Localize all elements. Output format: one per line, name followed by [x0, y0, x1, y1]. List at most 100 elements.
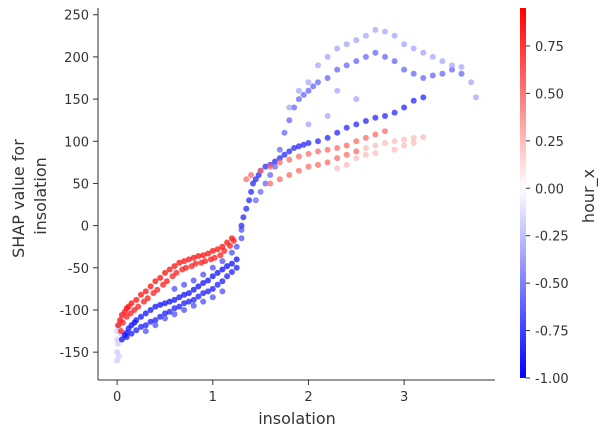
scatter-point	[334, 145, 341, 151]
scatter-point	[248, 172, 255, 178]
scatter-point	[401, 66, 408, 73]
scatter-point	[219, 278, 226, 285]
scatter-point	[429, 53, 436, 60]
scatter-point	[230, 237, 237, 244]
x-axis-ticks: 0 1 2 3	[113, 380, 408, 405]
scatter-point	[382, 53, 388, 60]
scatter-point	[166, 298, 173, 305]
scatter-point	[295, 167, 302, 174]
scatter-point	[315, 138, 321, 145]
scatter-point	[209, 247, 216, 254]
scatter-point	[315, 161, 321, 168]
scatter-point	[202, 258, 209, 265]
scatter-point	[295, 153, 302, 160]
scatter-points	[114, 26, 479, 364]
scatter-point	[211, 254, 218, 261]
colorbar-tick-label: -0.50	[535, 277, 569, 292]
scatter-point	[185, 256, 192, 263]
y-tick-label: 0	[81, 220, 89, 235]
scatter-point	[228, 269, 235, 275]
scatter-point	[200, 280, 207, 286]
scatter-point	[250, 180, 256, 187]
scatter-point	[439, 70, 446, 77]
scatter-point	[115, 340, 122, 347]
scatter-point	[420, 94, 427, 101]
scatter-point	[391, 138, 398, 145]
scatter-point	[128, 300, 135, 307]
scatter-point	[353, 96, 360, 103]
scatter-point	[185, 298, 192, 305]
scatter-point	[324, 53, 331, 60]
scatter-point	[133, 327, 140, 334]
scatter-point	[138, 313, 144, 320]
scatter-point	[243, 205, 250, 212]
scatter-point	[190, 254, 197, 261]
scatter-point	[391, 58, 398, 65]
scatter-point	[190, 302, 197, 309]
scatter-point	[334, 129, 341, 136]
scatter-point	[195, 253, 202, 259]
scatter-point	[190, 277, 197, 284]
scatter-point	[246, 197, 253, 204]
scatter-point	[162, 315, 168, 322]
scatter-point	[118, 328, 124, 335]
scatter-point	[410, 45, 417, 52]
scatter-point	[295, 143, 302, 150]
scatter-point	[166, 308, 173, 315]
scatter-point	[200, 252, 207, 259]
scatter-point	[382, 28, 388, 35]
scatter-point	[217, 252, 224, 259]
scatter-point	[147, 283, 154, 290]
scatter-point	[181, 291, 188, 298]
scatter-point	[410, 97, 417, 104]
colorbar-tick-label: 0.50	[535, 87, 564, 102]
scatter-point	[362, 118, 369, 124]
colorbar-tick-label: -1.00	[535, 372, 569, 387]
scatter-point	[181, 300, 188, 307]
scatter-point	[221, 247, 228, 254]
scatter-point	[209, 273, 216, 280]
scatter-point	[157, 301, 164, 308]
scatter-point	[324, 146, 331, 153]
scatter-point	[420, 75, 427, 81]
scatter-point	[147, 318, 154, 325]
scatter-point	[391, 146, 398, 153]
scatter-point	[238, 222, 245, 229]
scatter-point	[472, 94, 479, 101]
scatter-point	[391, 109, 398, 116]
scatter-point	[410, 70, 417, 77]
scatter-point	[219, 288, 226, 295]
scatter-point	[343, 41, 350, 48]
scatter-point	[138, 323, 144, 330]
scatter-point	[410, 134, 417, 141]
scatter-point	[181, 281, 188, 288]
scatter-point	[353, 58, 360, 65]
scatter-point	[267, 163, 274, 170]
scatter-point	[468, 79, 475, 86]
scatter-point	[147, 307, 154, 313]
scatter-point	[353, 155, 360, 162]
scatter-point	[195, 293, 202, 300]
y-tick-label: 250	[64, 9, 89, 24]
y-tick-label: 200	[64, 51, 89, 66]
scatter-point	[162, 310, 168, 317]
scatter-point	[224, 263, 231, 270]
scatter-point	[114, 357, 121, 364]
y-tick-label: -100	[59, 304, 89, 319]
scatter-point	[353, 121, 360, 128]
scatter-point	[291, 145, 298, 151]
scatter-point	[133, 317, 140, 324]
scatter-point	[171, 285, 178, 292]
scatter-point	[324, 75, 331, 81]
scatter-point	[243, 176, 250, 183]
scatter-point	[343, 124, 350, 131]
scatter-point	[138, 291, 144, 298]
scatter-point	[362, 32, 369, 39]
scatter-point	[439, 58, 446, 65]
scatter-point	[181, 307, 188, 313]
scatter-point	[267, 180, 274, 187]
scatter-point	[353, 138, 360, 145]
scatter-point	[315, 62, 321, 69]
scatter-point	[372, 142, 379, 149]
